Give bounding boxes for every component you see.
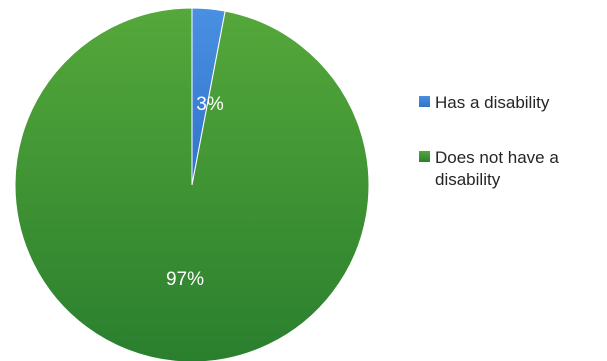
pie-slice-label-has-a-disability: 3% [196, 94, 224, 115]
legend-swatch-has-a-disability [419, 96, 430, 107]
pie-slices [14, 7, 370, 361]
pie-slice-labels: 3% 97% [166, 94, 224, 290]
legend-label-has-a-disability: Has a disability [435, 93, 550, 112]
legend: Has a disability Does not have a disabilit… [419, 93, 559, 189]
legend-label-does-not-have-a-disability: Does not have a disability [435, 148, 559, 189]
pie-slice-does-not-have-a-disability [14, 7, 370, 361]
legend-swatch-does-not-have-a-disability [419, 151, 430, 162]
pie-slice-label-does-not-have-a-disability: 97% [166, 269, 204, 290]
